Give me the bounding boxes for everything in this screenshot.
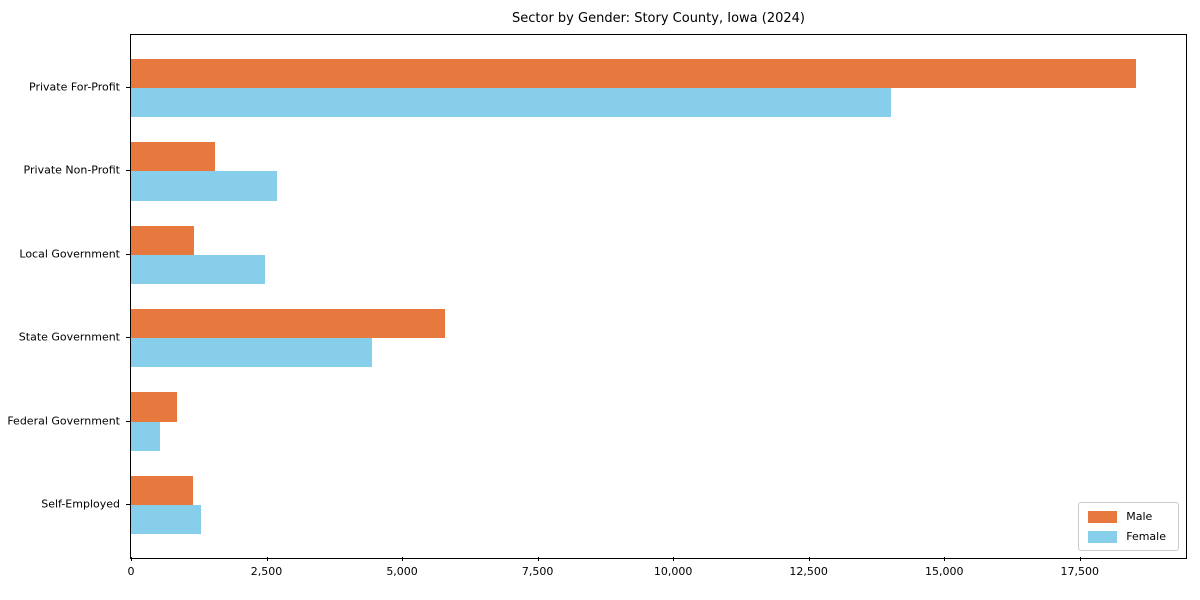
legend-item-male: Male	[1088, 510, 1166, 523]
y-axis-labels: Private For-Profit Private Non-Profit Loca…	[0, 34, 124, 559]
legend: Male Female	[1078, 502, 1179, 551]
bar-male-state-government	[131, 309, 446, 339]
x-tick-mark	[673, 557, 675, 561]
x-tick-mark	[944, 557, 946, 561]
y-tick-label-self-employed: Self-Employed	[41, 497, 120, 511]
y-tick-mark	[126, 86, 130, 88]
bar-female-local-government	[131, 254, 266, 284]
bar-male-federal-government	[131, 392, 178, 422]
legend-swatch-male	[1088, 510, 1118, 523]
x-tick-mark	[402, 557, 404, 561]
legend-item-female: Female	[1088, 530, 1166, 543]
bar-male-private-non-profit	[131, 142, 216, 172]
bar-male-self-employed	[131, 475, 193, 506]
legend-label-male: Male	[1126, 510, 1153, 523]
y-tick-mark	[126, 170, 130, 172]
y-tick-label-federal-government: Federal Government	[7, 414, 120, 428]
legend-swatch-female	[1088, 530, 1118, 543]
x-tick-mark	[266, 557, 268, 561]
x-tick-mark	[537, 557, 539, 561]
bar-male-private-for-profit	[131, 58, 1136, 88]
y-tick-label-private-for-profit: Private For-Profit	[29, 80, 120, 94]
x-tick-label-15000: 15,000	[924, 565, 964, 578]
bar-female-self-employed	[131, 505, 201, 535]
y-tick-mark	[126, 504, 130, 506]
x-tick-label-7500: 7,500	[521, 565, 554, 578]
x-tick-mark	[131, 557, 132, 561]
y-tick-mark	[126, 253, 130, 255]
plot-area: Male Female	[130, 34, 1187, 559]
x-tick-mark	[1079, 557, 1081, 561]
bar-female-private-for-profit	[131, 87, 891, 118]
x-tick-label-17500: 17,500	[1060, 565, 1099, 578]
chart-title: Sector by Gender: Story County, Iowa (20…	[512, 11, 805, 26]
y-tick-label-state-government: State Government	[18, 330, 120, 344]
x-tick-label-12500: 12,500	[789, 565, 828, 578]
legend-label-female: Female	[1126, 530, 1166, 543]
x-tick-label-5000: 5,000	[386, 565, 418, 578]
x-tick-label-2500: 2,500	[250, 565, 283, 578]
bar-female-private-non-profit	[131, 171, 278, 201]
bar-male-local-government	[131, 225, 195, 255]
x-tick-mark	[808, 557, 810, 561]
bar-female-federal-government	[131, 421, 160, 451]
x-tick-label-0: 0	[127, 565, 135, 578]
y-tick-mark	[126, 420, 130, 422]
x-tick-label-10000: 10,000	[653, 565, 693, 578]
y-tick-label-private-non-profit: Private Non-Profit	[23, 163, 120, 177]
y-tick-mark	[126, 337, 130, 339]
bar-female-state-government	[131, 338, 372, 368]
y-tick-label-local-government: Local Government	[19, 247, 120, 261]
